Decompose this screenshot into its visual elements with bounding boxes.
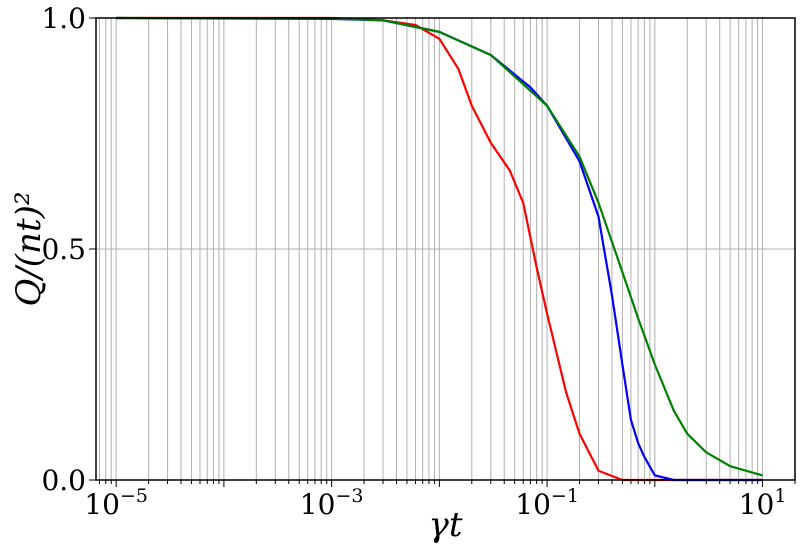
x-tick-label: 10−3 [300, 485, 364, 521]
series-line-3 [116, 16, 763, 477]
y-axis-title: Q/(nt)² [9, 191, 49, 306]
x-tick-label: 101 [739, 485, 787, 521]
y-tick-label: 0.0 [41, 464, 86, 497]
series-layer [116, 16, 763, 482]
x-tick-label: 10−1 [515, 485, 579, 521]
x-axis-title: γt [429, 505, 463, 545]
y-tick-label: 1.0 [41, 2, 86, 35]
tick-layer: 10−5 10−3 10−1 101 0.0 0.5 1.0 [41, 2, 796, 521]
grid [96, 17, 796, 481]
series-line-1 [116, 16, 763, 482]
y-tick-label: 0.5 [41, 233, 86, 266]
x-tick-label: 10−5 [84, 485, 148, 521]
